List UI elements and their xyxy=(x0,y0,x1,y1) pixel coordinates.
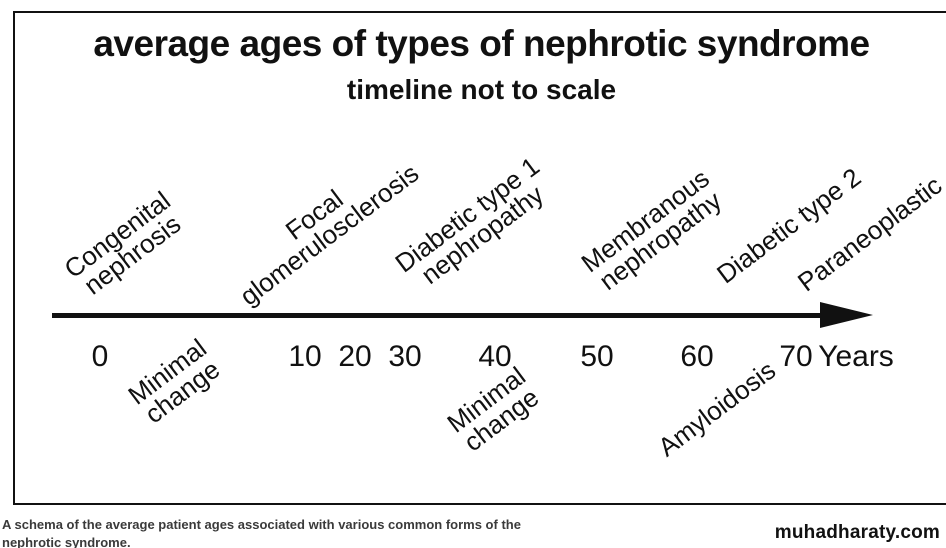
tick-0: 0 xyxy=(91,340,109,373)
timeline-arrowhead-icon xyxy=(820,302,873,328)
axis-unit-label: Years xyxy=(818,340,894,373)
label-amyloidosis: Amyloidosis xyxy=(652,354,782,463)
tick-50: 50 xyxy=(580,340,614,373)
page-title: average ages of types of nephrotic syndr… xyxy=(93,23,870,64)
label-focal-glomerulosclerosis: Focal glomerulosclerosis xyxy=(221,140,424,312)
label-minimal-change-adult: Minimal change xyxy=(441,361,545,458)
tick-60: 60 xyxy=(680,340,714,373)
figure-caption-line-1: A schema of the average patient ages ass… xyxy=(2,517,521,532)
timeline-axis xyxy=(52,313,820,318)
diagram-frame: average ages of types of nephrotic syndr… xyxy=(13,11,946,505)
tick-40: 40 xyxy=(478,340,512,373)
page-subtitle: timeline not to scale xyxy=(346,74,617,105)
label-membranous-nephropathy: Membranous nephropathy xyxy=(576,163,728,296)
figure-caption-line-2: nephrotic syndrome. xyxy=(2,535,131,548)
tick-10: 10 xyxy=(288,340,322,373)
label-minimal-change-young: Minimal change xyxy=(122,333,226,430)
label-line: Amyloidosis xyxy=(652,354,782,463)
label-congenital-nephrosis: Congenital nephrosis xyxy=(59,185,189,303)
tick-30: 30 xyxy=(388,340,422,373)
tick-70: 70 xyxy=(779,340,813,373)
figure-caption: A schema of the average patient ages ass… xyxy=(2,516,602,548)
tick-20: 20 xyxy=(338,340,372,373)
brand-watermark: muhadharaty.com xyxy=(774,522,940,543)
